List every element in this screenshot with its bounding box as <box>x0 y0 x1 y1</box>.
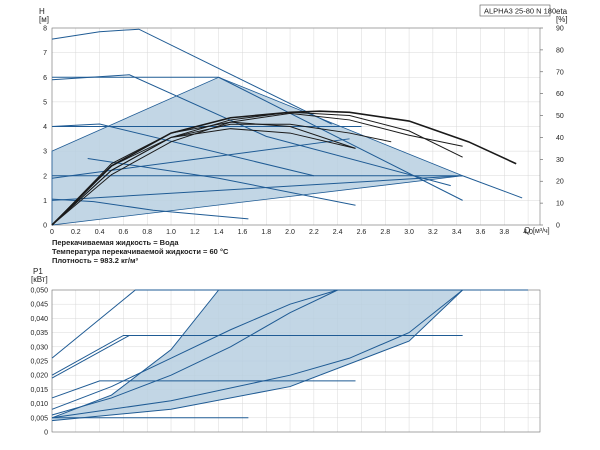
lower-y-tick-label: 0,030 <box>30 344 48 351</box>
upper-x-tick-label: 0 <box>50 229 54 236</box>
lower-y-tick-label: 0,020 <box>30 373 48 380</box>
upper-x-tick-label: 3.6 <box>476 229 486 236</box>
upper-y-left-tick-label: 2 <box>43 173 47 180</box>
upper-y-right-tick-label: 10 <box>556 201 564 208</box>
lower-y-label: P1 <box>33 267 43 276</box>
lower-y-tick-label: 0,025 <box>30 359 48 366</box>
upper-x-tick-label: 4.0 <box>523 229 533 236</box>
upper-x-tick-label: 2.2 <box>309 229 319 236</box>
upper-x-tick-label: 3.8 <box>499 229 509 236</box>
upper-y-right-label: eta <box>556 7 568 16</box>
efficiency-curve <box>51 110 517 226</box>
upper-x-unit: [м³/ч] <box>533 228 550 235</box>
power-curve <box>51 289 338 416</box>
upper-x-tick-label: 0.4 <box>95 229 105 236</box>
lower-y-tick-label: 0,050 <box>30 288 48 295</box>
upper-y-right-tick-label: 50 <box>556 113 564 120</box>
upper-x-tick-label: 1.4 <box>214 229 224 236</box>
lower-y-tick-label: 0,010 <box>30 401 48 408</box>
upper-x-tick-label: 3.4 <box>452 229 462 236</box>
upper-y-left-tick-label: 8 <box>43 26 47 33</box>
upper-y-right-tick-label: 40 <box>556 135 564 142</box>
upper-y-left-tick-label: 3 <box>43 149 47 156</box>
upper-y-right-tick-label: 90 <box>556 26 564 33</box>
upper-x-tick-label: 0.6 <box>119 229 129 236</box>
head-curve <box>51 123 314 177</box>
lower-y-tick-label: 0,045 <box>30 302 48 309</box>
upper-x-tick-label: 1.2 <box>190 229 200 236</box>
lower-y-tick-label: 0,040 <box>30 316 48 323</box>
power-curve <box>51 289 529 359</box>
upper-x-tick-label: 2.0 <box>285 229 295 236</box>
note-density: Плотность = 983.2 кг/м³ <box>52 256 138 265</box>
efficiency-curve <box>51 121 356 226</box>
upper-y-left-tick-label: 0 <box>43 223 47 230</box>
upper-x-tick-label: 2.6 <box>357 229 367 236</box>
upper-y-left-tick-label: 1 <box>43 198 47 205</box>
power-curve <box>51 334 356 379</box>
efficiency-curve <box>51 112 463 226</box>
power-curve <box>51 380 356 399</box>
lower-chart: 0 0,005 0,010 0,015 0,020 0,025 0,030 0,035 0,04… <box>30 288 541 437</box>
upper-x-tick-label: 0.8 <box>142 229 152 236</box>
upper-y-left-tick-label: 4 <box>43 124 47 131</box>
upper-y-right-unit: [%] <box>556 15 568 24</box>
title-box <box>479 4 551 17</box>
lower-y-tick-label: 0 <box>44 430 48 437</box>
head-curve <box>51 138 350 179</box>
head-curve <box>218 76 463 201</box>
upper-x-tick-label: 1.6 <box>238 229 248 236</box>
upper-x-label: Q <box>524 226 530 235</box>
upper-x-tick-label: 2.4 <box>333 229 343 236</box>
lower-proportional-region <box>52 290 463 421</box>
lower-y-tick-label: 0,035 <box>30 330 48 337</box>
efficiency-curve <box>51 123 392 226</box>
upper-y-left-tick-label: 7 <box>43 50 47 57</box>
upper-y-right-tick-label: 30 <box>556 157 564 164</box>
head-curve <box>462 175 523 199</box>
chart-title: ALPHA3 25-80 N 180 <box>484 7 556 16</box>
lower-y-tick-label: 0,015 <box>30 387 48 394</box>
upper-chart: 0 0.2 0.4 0.6 0.8 1.0 1.2 1.4 1.6 1.8 2.0 2.2 2.4 2.6… <box>43 26 564 237</box>
note-liquid: Перекачиваемая жидкость = Вода <box>52 238 179 247</box>
head-curve <box>51 28 332 125</box>
upper-x-tick-label: 1.8 <box>261 229 271 236</box>
note-temperature: Температура перекачиваемой жидкости = 60… <box>52 247 229 256</box>
upper-x-tick-label: 3.2 <box>428 229 438 236</box>
efficiency-curve <box>51 128 356 226</box>
upper-y-left-tick-label: 6 <box>43 75 47 82</box>
upper-y-left-unit: [м] <box>39 15 49 24</box>
upper-y-right-tick-label: 20 <box>556 179 564 186</box>
lower-y-tick-label: 0,005 <box>30 415 48 422</box>
head-curve <box>51 198 249 220</box>
upper-y-right-tick-label: 60 <box>556 91 564 98</box>
power-curve <box>51 289 463 422</box>
power-curve <box>51 289 463 419</box>
upper-x-tick-label: 1.0 <box>166 229 176 236</box>
upper-y-right-tick-label: 0 <box>556 223 560 230</box>
upper-y-right-tick-label: 80 <box>556 47 564 54</box>
head-curve <box>87 158 356 206</box>
power-curve <box>51 289 338 410</box>
upper-y-left-tick-label: 5 <box>43 99 47 106</box>
upper-x-tick-label: 0.2 <box>71 229 81 236</box>
upper-x-tick-label: 3.0 <box>404 229 414 236</box>
lower-y-unit: [кВт] <box>31 275 48 284</box>
upper-y-right-tick-label: 70 <box>556 69 564 76</box>
upper-y-left-label: H <box>39 7 45 16</box>
upper-x-tick-label: 2.8 <box>380 229 390 236</box>
head-curve <box>51 175 463 201</box>
